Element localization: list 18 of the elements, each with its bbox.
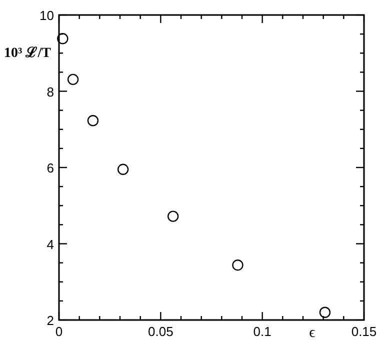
x-tick-label: 0.1 xyxy=(253,324,272,339)
y-tick-label: 4 xyxy=(46,236,54,252)
point xyxy=(319,306,331,318)
x-axis-title: ϵ xyxy=(309,325,316,341)
point xyxy=(232,260,244,271)
x-tick-label: 0 xyxy=(55,324,63,339)
point xyxy=(67,74,79,86)
x-tick-label: 0.05 xyxy=(148,324,174,339)
point xyxy=(57,33,68,44)
point xyxy=(117,164,129,176)
y-tick-label: 10 xyxy=(40,8,54,23)
point xyxy=(167,210,179,222)
y-axis-title: 10³ ℒ/T xyxy=(4,46,52,61)
y-tick-label: 6 xyxy=(46,160,54,176)
y-tick-label: 2 xyxy=(46,313,54,328)
x-tick-label: 0.15 xyxy=(351,324,377,339)
y-tick-label: 8 xyxy=(46,84,54,100)
point xyxy=(87,115,99,126)
